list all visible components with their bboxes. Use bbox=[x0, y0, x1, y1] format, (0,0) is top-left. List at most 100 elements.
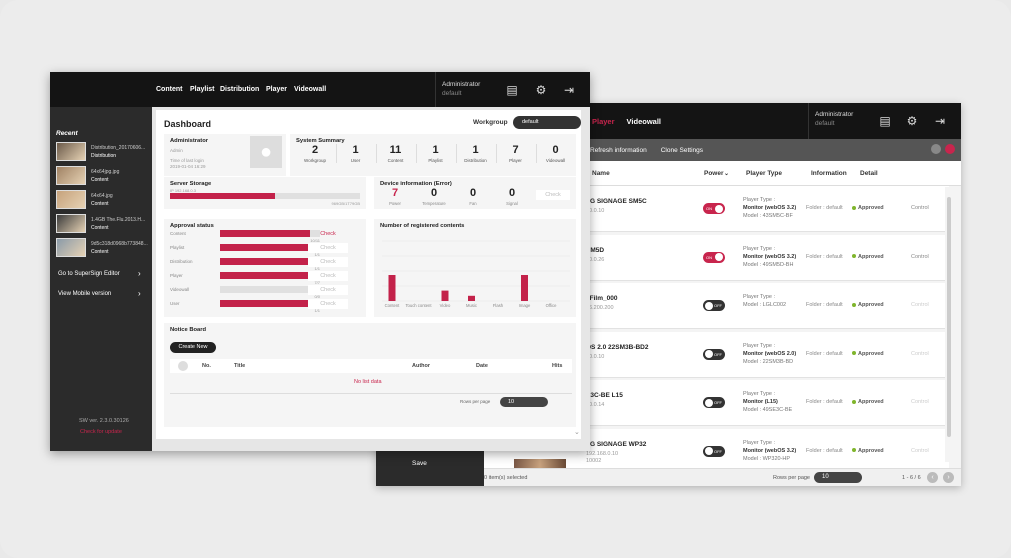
admin-info[interactable]: Administrator default bbox=[435, 72, 505, 107]
chart-category-label: Image bbox=[519, 303, 531, 308]
gear-icon[interactable]: ⚙ bbox=[535, 83, 547, 97]
check-update-link[interactable]: Check for update bbox=[80, 429, 122, 435]
nav-distribution[interactable]: Distribution bbox=[220, 86, 260, 93]
col-detail[interactable]: Detail bbox=[860, 169, 878, 177]
approval-check-button[interactable]: Check bbox=[308, 299, 348, 309]
recent-item[interactable]: Distribution_20170606... Distribution bbox=[56, 142, 148, 162]
approval-status-title: Approval status bbox=[170, 223, 214, 229]
player-port: 10002 bbox=[586, 457, 602, 464]
power-toggle[interactable]: ON bbox=[703, 203, 725, 214]
logout-icon[interactable]: ⇥ bbox=[934, 114, 946, 128]
server-ip: IP 192.168.0.3 bbox=[170, 188, 196, 193]
nav-content[interactable]: Content bbox=[156, 86, 183, 93]
chevron-down-icon[interactable]: ⌄ bbox=[724, 170, 730, 177]
table-row[interactable]: LG SIGNAGE WP32 192.168.0.10 10002 OFF P… bbox=[484, 428, 949, 475]
power-toggle[interactable]: ON bbox=[703, 251, 725, 263]
control-button[interactable]: Control bbox=[911, 399, 929, 405]
control-button[interactable]: Control bbox=[911, 205, 929, 211]
player-type: Player Type : Monitor (webOS 2.0) Model … bbox=[743, 342, 797, 365]
workgroup-select[interactable]: default bbox=[513, 116, 581, 129]
grid-view-icon[interactable] bbox=[931, 144, 941, 154]
recent-type: Content bbox=[91, 201, 109, 207]
status-badge: Approved bbox=[852, 205, 884, 211]
tab-videowall[interactable]: Videowall bbox=[626, 116, 661, 126]
server-storage-card: Server Storage IP 192.168.0.3 969GB/1T79… bbox=[164, 177, 366, 209]
control-button[interactable]: Control bbox=[911, 350, 929, 357]
chevron-right-icon: › bbox=[138, 289, 141, 298]
recent-item[interactable]: 9d5c318d0968b773848... Content bbox=[56, 238, 148, 258]
prev-page-icon[interactable]: ‹ bbox=[927, 472, 938, 483]
control-button[interactable]: Control bbox=[911, 447, 929, 454]
control-button[interactable]: Control bbox=[911, 302, 929, 308]
notice-board-title: Notice Board bbox=[170, 327, 207, 333]
chevron-right-icon: › bbox=[138, 269, 141, 278]
recent-title-text: 9d5c318d0968b773848... bbox=[91, 241, 148, 247]
recent-item[interactable]: 64x64.jpg Content bbox=[56, 190, 148, 210]
admin-info[interactable]: Administrator default bbox=[808, 103, 878, 139]
device-item: 0 Temperature bbox=[422, 187, 446, 206]
approval-check-button[interactable]: Check bbox=[308, 271, 348, 281]
save-button[interactable]: Save bbox=[412, 460, 427, 467]
device-check-button[interactable]: Check bbox=[536, 190, 570, 200]
tab-player[interactable]: Player bbox=[592, 116, 615, 126]
select-all-checkbox[interactable] bbox=[178, 361, 188, 371]
next-page-icon[interactable]: › bbox=[943, 472, 954, 483]
recent-title-text: 1.4GB The.Flu.2013.H... bbox=[91, 217, 146, 223]
col-no[interactable]: No. bbox=[202, 363, 211, 369]
nav-videowall[interactable]: Videowall bbox=[294, 86, 327, 93]
rows-per-page-select[interactable]: 10 bbox=[814, 472, 862, 483]
recent-thumbnail bbox=[56, 142, 86, 161]
document-icon[interactable]: ▤ bbox=[506, 83, 518, 97]
logout-icon[interactable]: ⇥ bbox=[563, 83, 575, 97]
refresh-info-button[interactable]: Refresh information bbox=[590, 146, 647, 154]
control-button[interactable]: Control bbox=[911, 253, 929, 260]
admin-title: Administrator bbox=[442, 81, 481, 88]
power-toggle[interactable]: OFF bbox=[703, 397, 725, 408]
player-ip: 60.0.14 bbox=[586, 402, 605, 408]
approval-check-button[interactable]: Check bbox=[320, 231, 336, 237]
table-scrollbar[interactable] bbox=[945, 187, 953, 462]
col-power[interactable]: Power bbox=[704, 169, 724, 177]
admin-name: Admin bbox=[170, 148, 183, 153]
player-type: Player Type : Monitor (webOS 3.2) Model … bbox=[743, 245, 797, 268]
summary-item: 2 Workgroup bbox=[304, 144, 326, 163]
mobile-version-link[interactable]: View Mobile version › bbox=[58, 289, 141, 298]
col-name[interactable]: Name bbox=[592, 169, 610, 177]
col-title[interactable]: Title bbox=[234, 363, 246, 369]
col-author[interactable]: Author bbox=[412, 363, 431, 369]
summary-item: 1 Distribution bbox=[456, 144, 494, 163]
document-icon[interactable]: ▤ bbox=[879, 114, 891, 128]
registered-contents-card: Number of registered contents Content Tou… bbox=[374, 219, 576, 317]
device-info-title: Device information (Error) bbox=[380, 181, 452, 187]
recent-item[interactable]: 64x64jpg.jpg Content bbox=[56, 166, 148, 186]
summary-item: 1 Playlist bbox=[416, 144, 454, 163]
nav-playlist[interactable]: Playlist bbox=[190, 86, 215, 93]
notice-table-header: No. Title Author Date Hits bbox=[170, 359, 572, 373]
gear-icon[interactable]: ⚙ bbox=[906, 114, 918, 128]
power-toggle[interactable]: OFF bbox=[703, 445, 725, 457]
admin-sub: default bbox=[442, 90, 462, 97]
chart-bar bbox=[521, 275, 528, 301]
nav-player[interactable]: Player bbox=[266, 86, 288, 93]
col-hits[interactable]: Hits bbox=[552, 363, 563, 369]
approval-check-button[interactable]: Check bbox=[308, 257, 348, 267]
power-toggle[interactable]: OFF bbox=[703, 348, 725, 360]
approval-check-button[interactable]: Check bbox=[308, 243, 348, 253]
col-date[interactable]: Date bbox=[476, 363, 488, 369]
list-view-icon[interactable] bbox=[945, 144, 955, 154]
player-type: Player Type : Monitor (webOS 3.2) Model … bbox=[743, 197, 797, 219]
clone-settings-button[interactable]: Clone Settings bbox=[660, 146, 704, 154]
rows-per-page-select[interactable]: 10 bbox=[500, 397, 548, 407]
recent-item[interactable]: 1.4GB The.Flu.2013.H... Content bbox=[56, 214, 148, 234]
approval-bar: 0/0 bbox=[220, 286, 320, 299]
approval-bar: 1/1 bbox=[220, 258, 320, 271]
selected-count: 0 item(s) selected bbox=[484, 475, 528, 481]
col-information[interactable]: Information bbox=[811, 169, 847, 177]
create-new-button[interactable]: Create New bbox=[170, 342, 216, 353]
supersign-editor-link[interactable]: Go to SuperSign Editor › bbox=[58, 269, 141, 278]
col-player-type[interactable]: Player Type bbox=[746, 169, 783, 177]
power-toggle[interactable]: OFF bbox=[703, 300, 725, 311]
scroll-down-icon[interactable]: ⌄ bbox=[574, 429, 580, 436]
chart-category-label: Video bbox=[440, 303, 451, 308]
approval-check-button[interactable]: Check bbox=[308, 285, 348, 295]
